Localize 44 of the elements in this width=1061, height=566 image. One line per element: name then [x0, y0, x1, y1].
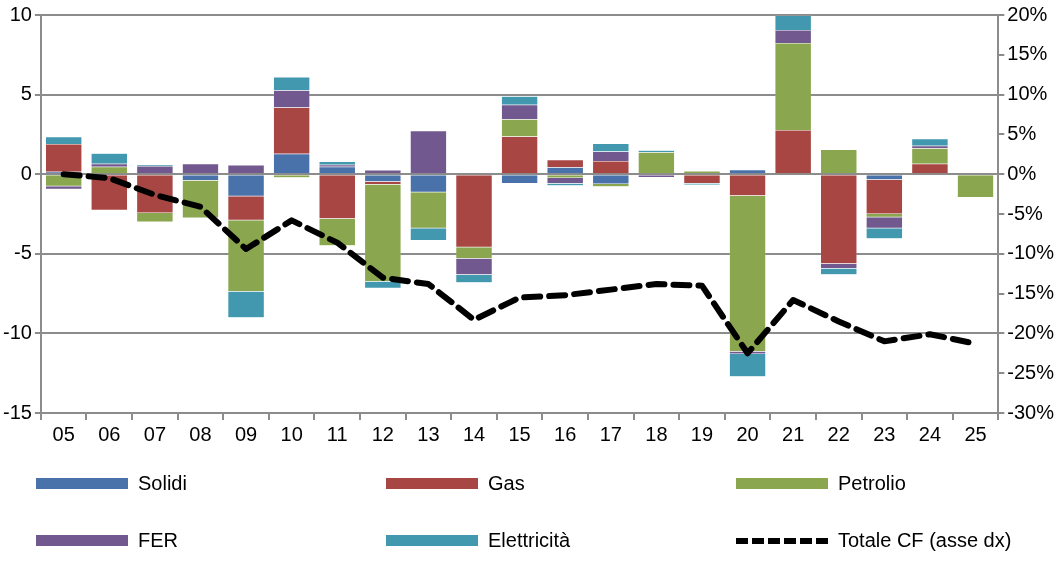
x-tick-label: 13 [417, 422, 440, 445]
y-tick-label: 5 [20, 82, 32, 105]
x-tick-label: 05 [52, 422, 75, 445]
x-tick-label: 19 [690, 422, 714, 445]
x-tick-label: 15 [508, 422, 531, 445]
y2-tick-label: -15% [1007, 281, 1055, 304]
x-tick-label: 25 [964, 422, 987, 445]
x-tick-label: 07 [143, 422, 167, 445]
y2-tick-label: 10% [1007, 82, 1048, 105]
y-tick-label: 0 [20, 161, 32, 184]
x-tick-label: 24 [918, 422, 942, 445]
x-tick-label: 18 [645, 422, 668, 445]
x-tick-label: 23 [873, 422, 896, 445]
x-tick-label: 09 [234, 422, 258, 445]
legend-label: Gas [488, 472, 525, 495]
y2-tick-label: -30% [1007, 400, 1055, 423]
legend-label: Petrolio [838, 472, 906, 495]
x-tick-label: 17 [599, 422, 622, 445]
x-tick-label: 10 [280, 422, 303, 445]
x-tick-label: 21 [782, 422, 805, 445]
y2-tick-label: -5% [1007, 201, 1044, 224]
x-tick-label: 14 [462, 422, 486, 445]
y-tick-label: -10 [3, 320, 32, 343]
y2-tick-label: 15% [1007, 42, 1048, 65]
x-tick-label: 08 [189, 422, 212, 445]
y2-tick-label: 0% [1007, 161, 1037, 184]
legend-label: Elettricità [488, 529, 571, 552]
y-tick-label: -15 [3, 400, 32, 423]
y2-tick-label: 5% [1007, 121, 1037, 144]
y-tick-label: 10 [9, 2, 32, 25]
x-tick-label: 20 [736, 422, 759, 445]
y2-tick-label: -20% [1007, 320, 1055, 343]
legend-label: FER [138, 529, 178, 552]
x-tick-label: 11 [326, 422, 348, 445]
x-tick-label: 06 [98, 422, 121, 445]
y2-tick-label: 20% [1007, 2, 1048, 25]
y-tick-label: -5 [14, 241, 32, 264]
x-tick-label: 16 [554, 422, 577, 445]
legend-label: Solidi [138, 472, 187, 495]
x-tick-label: 22 [827, 422, 850, 445]
y2-tick-label: -10% [1007, 241, 1055, 264]
x-tick-label: 12 [371, 422, 394, 445]
legend-label: Totale CF (asse dx) [838, 529, 1012, 552]
y2-tick-label: -25% [1007, 360, 1055, 383]
